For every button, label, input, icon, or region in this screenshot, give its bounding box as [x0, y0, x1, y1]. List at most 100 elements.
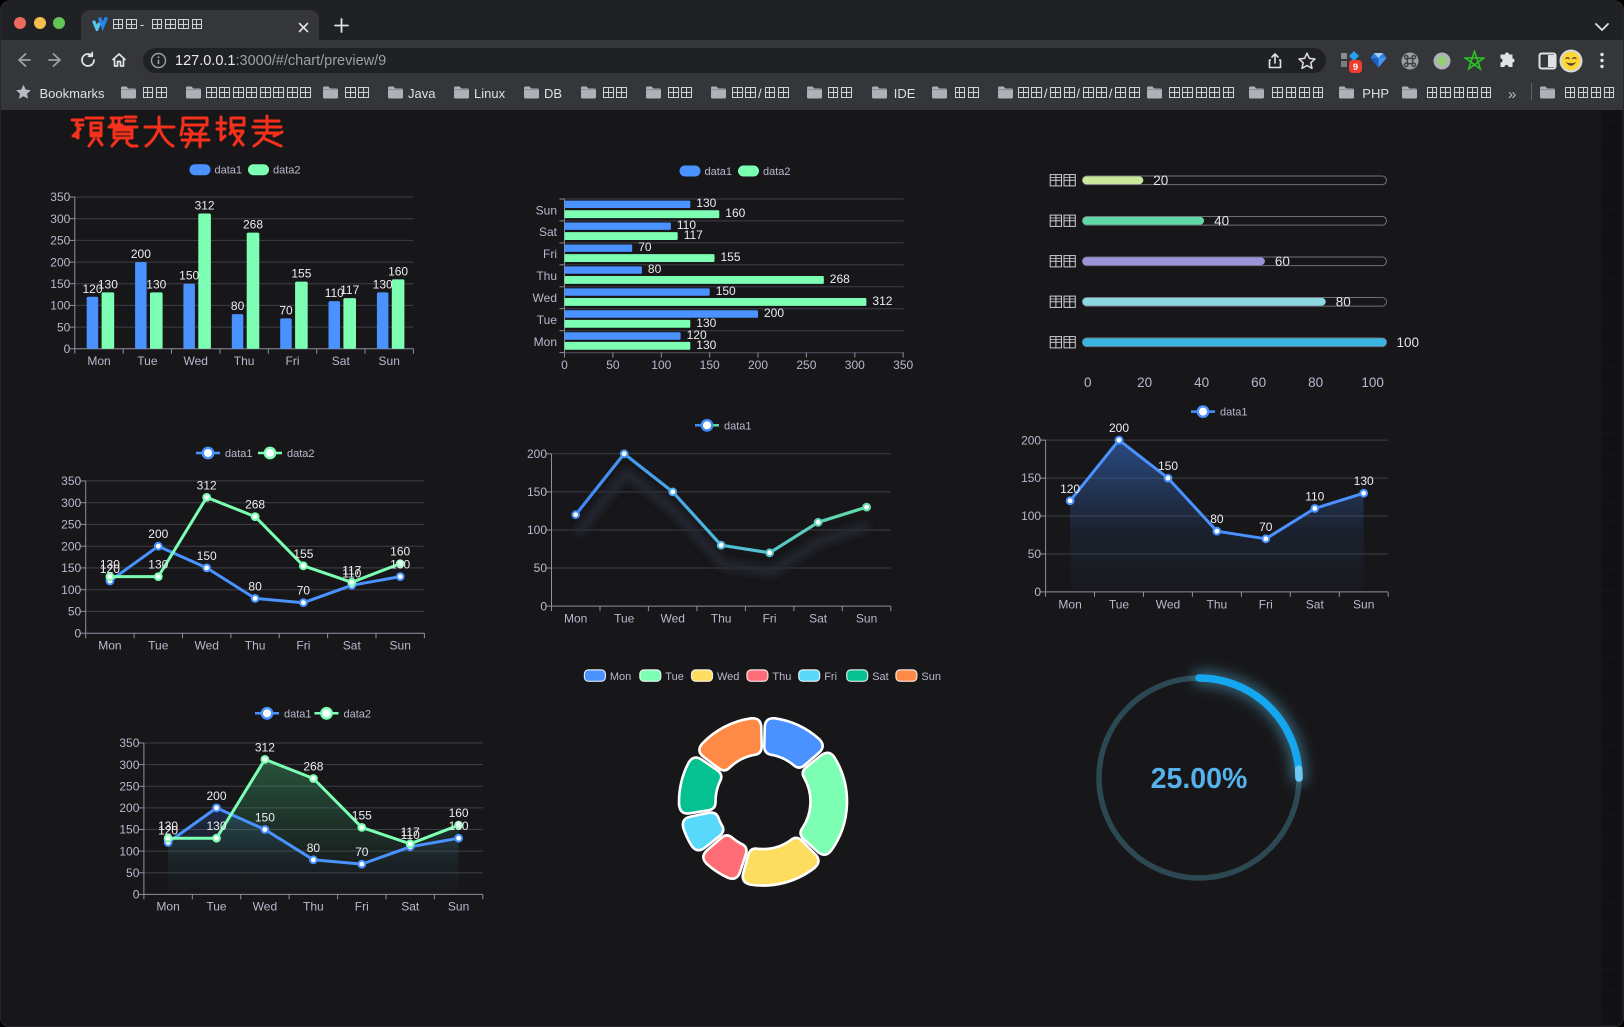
svg-text:150: 150	[197, 549, 217, 563]
svg-text:Fri: Fri	[543, 247, 557, 261]
svg-text:Sun: Sun	[390, 639, 411, 653]
svg-text:0: 0	[561, 358, 568, 372]
svg-text:130: 130	[696, 338, 716, 352]
svg-text:117: 117	[401, 825, 420, 839]
svg-text:160: 160	[388, 264, 408, 278]
svg-text:0: 0	[540, 599, 547, 613]
svg-text:data1: data1	[284, 708, 312, 720]
svg-text:200: 200	[527, 447, 547, 461]
svg-text:Sat: Sat	[1306, 598, 1325, 612]
svg-text:70: 70	[297, 584, 311, 598]
svg-text:150: 150	[255, 811, 275, 825]
svg-text:Sat: Sat	[343, 639, 362, 653]
svg-text:312: 312	[255, 740, 275, 754]
svg-text:60: 60	[1251, 375, 1266, 390]
svg-text:150: 150	[716, 284, 736, 298]
svg-text:data1: data1	[1220, 407, 1248, 419]
svg-text:150: 150	[61, 561, 81, 575]
svg-text:Mon: Mon	[534, 335, 557, 349]
svg-text:Sun: Sun	[1353, 598, 1374, 612]
svg-text:Sun: Sun	[856, 612, 877, 626]
svg-text:Wed: Wed	[1156, 598, 1180, 612]
svg-text:70: 70	[279, 303, 293, 317]
svg-text:Sat: Sat	[872, 671, 889, 683]
svg-text:Fri: Fri	[286, 354, 300, 368]
svg-text:200: 200	[119, 801, 139, 815]
svg-text:Mon: Mon	[156, 900, 179, 914]
svg-text:0: 0	[133, 888, 140, 902]
svg-text:Thu: Thu	[234, 354, 255, 368]
svg-text:120: 120	[687, 328, 707, 342]
svg-text:9: 9	[1353, 62, 1358, 73]
svg-text:0: 0	[75, 626, 82, 640]
svg-text:100: 100	[527, 523, 547, 537]
svg-text:Tue: Tue	[148, 639, 169, 653]
svg-text:150: 150	[50, 277, 70, 291]
svg-text:Thu: Thu	[303, 900, 324, 914]
svg-text:Tue: Tue	[614, 612, 635, 626]
svg-text:Sat: Sat	[539, 225, 558, 239]
svg-text:Wed: Wed	[533, 291, 557, 305]
svg-text:data2: data2	[287, 448, 315, 460]
svg-text:Tue: Tue	[665, 671, 684, 683]
svg-text:130: 130	[696, 196, 716, 210]
svg-text:Mon: Mon	[98, 639, 121, 653]
svg-text:100: 100	[61, 583, 81, 597]
svg-text:Tue: Tue	[137, 354, 158, 368]
svg-text:250: 250	[119, 780, 139, 794]
svg-text:350: 350	[50, 190, 70, 204]
svg-text:80: 80	[248, 579, 262, 593]
svg-text:110: 110	[677, 218, 696, 232]
svg-text:200: 200	[764, 306, 784, 320]
svg-text:300: 300	[50, 212, 70, 226]
svg-text:0: 0	[64, 342, 71, 356]
svg-text:130: 130	[146, 277, 166, 291]
svg-text:Sun: Sun	[379, 354, 400, 368]
svg-text:Fri: Fri	[824, 671, 837, 683]
svg-text:40: 40	[1214, 214, 1229, 229]
svg-text:50: 50	[1028, 547, 1042, 561]
svg-text:data1: data1	[215, 165, 243, 177]
svg-text:250: 250	[796, 358, 816, 372]
svg-text:250: 250	[50, 234, 70, 248]
svg-text:80: 80	[648, 262, 662, 276]
svg-text:120: 120	[82, 282, 102, 296]
svg-text:Sat: Sat	[809, 612, 828, 626]
svg-text:155: 155	[293, 547, 313, 561]
svg-text:50: 50	[126, 866, 140, 880]
svg-text:268: 268	[245, 498, 265, 512]
svg-text:110: 110	[401, 828, 420, 842]
svg-text:70: 70	[355, 845, 369, 859]
svg-text:155: 155	[352, 808, 372, 822]
svg-text:50: 50	[606, 358, 620, 372]
svg-text:200: 200	[131, 247, 151, 261]
svg-text:312: 312	[197, 478, 217, 492]
svg-text:80: 80	[307, 841, 321, 855]
svg-text:data2: data2	[344, 708, 372, 720]
svg-text:150: 150	[527, 485, 547, 499]
svg-text:130: 130	[390, 558, 410, 572]
svg-text:130: 130	[206, 819, 226, 833]
svg-text:110: 110	[325, 286, 344, 300]
svg-text:80: 80	[231, 299, 245, 313]
svg-text:80: 80	[1210, 512, 1224, 526]
svg-text:150: 150	[119, 823, 139, 837]
svg-text:20: 20	[1137, 375, 1152, 390]
svg-text:200: 200	[748, 358, 768, 372]
svg-text:300: 300	[61, 496, 81, 510]
svg-text:Sat: Sat	[332, 354, 351, 368]
svg-text:117: 117	[340, 283, 359, 297]
svg-text:Fri: Fri	[1259, 598, 1273, 612]
svg-text:70: 70	[1259, 520, 1273, 534]
svg-text:Wed: Wed	[194, 639, 218, 653]
svg-text:150: 150	[1158, 459, 1178, 473]
svg-text:Wed: Wed	[660, 612, 684, 626]
svg-text:130: 130	[1354, 474, 1374, 488]
svg-text:Sun: Sun	[448, 900, 469, 914]
svg-text:117: 117	[342, 563, 361, 577]
svg-text:110: 110	[342, 566, 361, 580]
svg-text:100: 100	[119, 844, 139, 858]
svg-text:150: 150	[700, 358, 720, 372]
svg-text:40: 40	[1194, 375, 1209, 390]
svg-text:50: 50	[534, 561, 548, 575]
